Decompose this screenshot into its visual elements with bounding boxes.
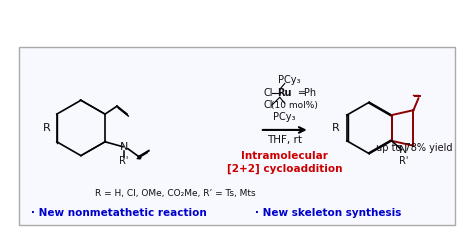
Text: (10 mol%): (10 mol%) <box>271 101 318 110</box>
Text: N: N <box>400 145 408 155</box>
Text: Cl: Cl <box>263 88 273 98</box>
Text: R = H, Cl, OMe, CO₂Me, R’ = Ts, Mts: R = H, Cl, OMe, CO₂Me, R’ = Ts, Mts <box>95 189 255 198</box>
FancyBboxPatch shape <box>19 47 455 225</box>
Text: Cl: Cl <box>263 100 273 110</box>
Text: up to 78% yield: up to 78% yield <box>376 143 452 153</box>
Text: R': R' <box>399 155 408 166</box>
Text: ═Ph: ═Ph <box>298 88 316 98</box>
Text: R: R <box>43 123 51 133</box>
Text: PCy₃: PCy₃ <box>273 112 296 122</box>
Text: N: N <box>120 142 128 152</box>
Text: PCy₃: PCy₃ <box>278 75 301 86</box>
Text: R: R <box>331 123 339 133</box>
Text: [2+2] cycloaddition: [2+2] cycloaddition <box>227 163 343 174</box>
Text: THF, rt: THF, rt <box>267 135 302 145</box>
Text: · New nonmetathetic reaction: · New nonmetathetic reaction <box>31 208 207 218</box>
Text: Ru: Ru <box>277 88 292 98</box>
Text: Intramolecular: Intramolecular <box>241 151 328 161</box>
Text: · New skeleton synthesis: · New skeleton synthesis <box>255 208 401 218</box>
Text: R': R' <box>119 155 128 166</box>
